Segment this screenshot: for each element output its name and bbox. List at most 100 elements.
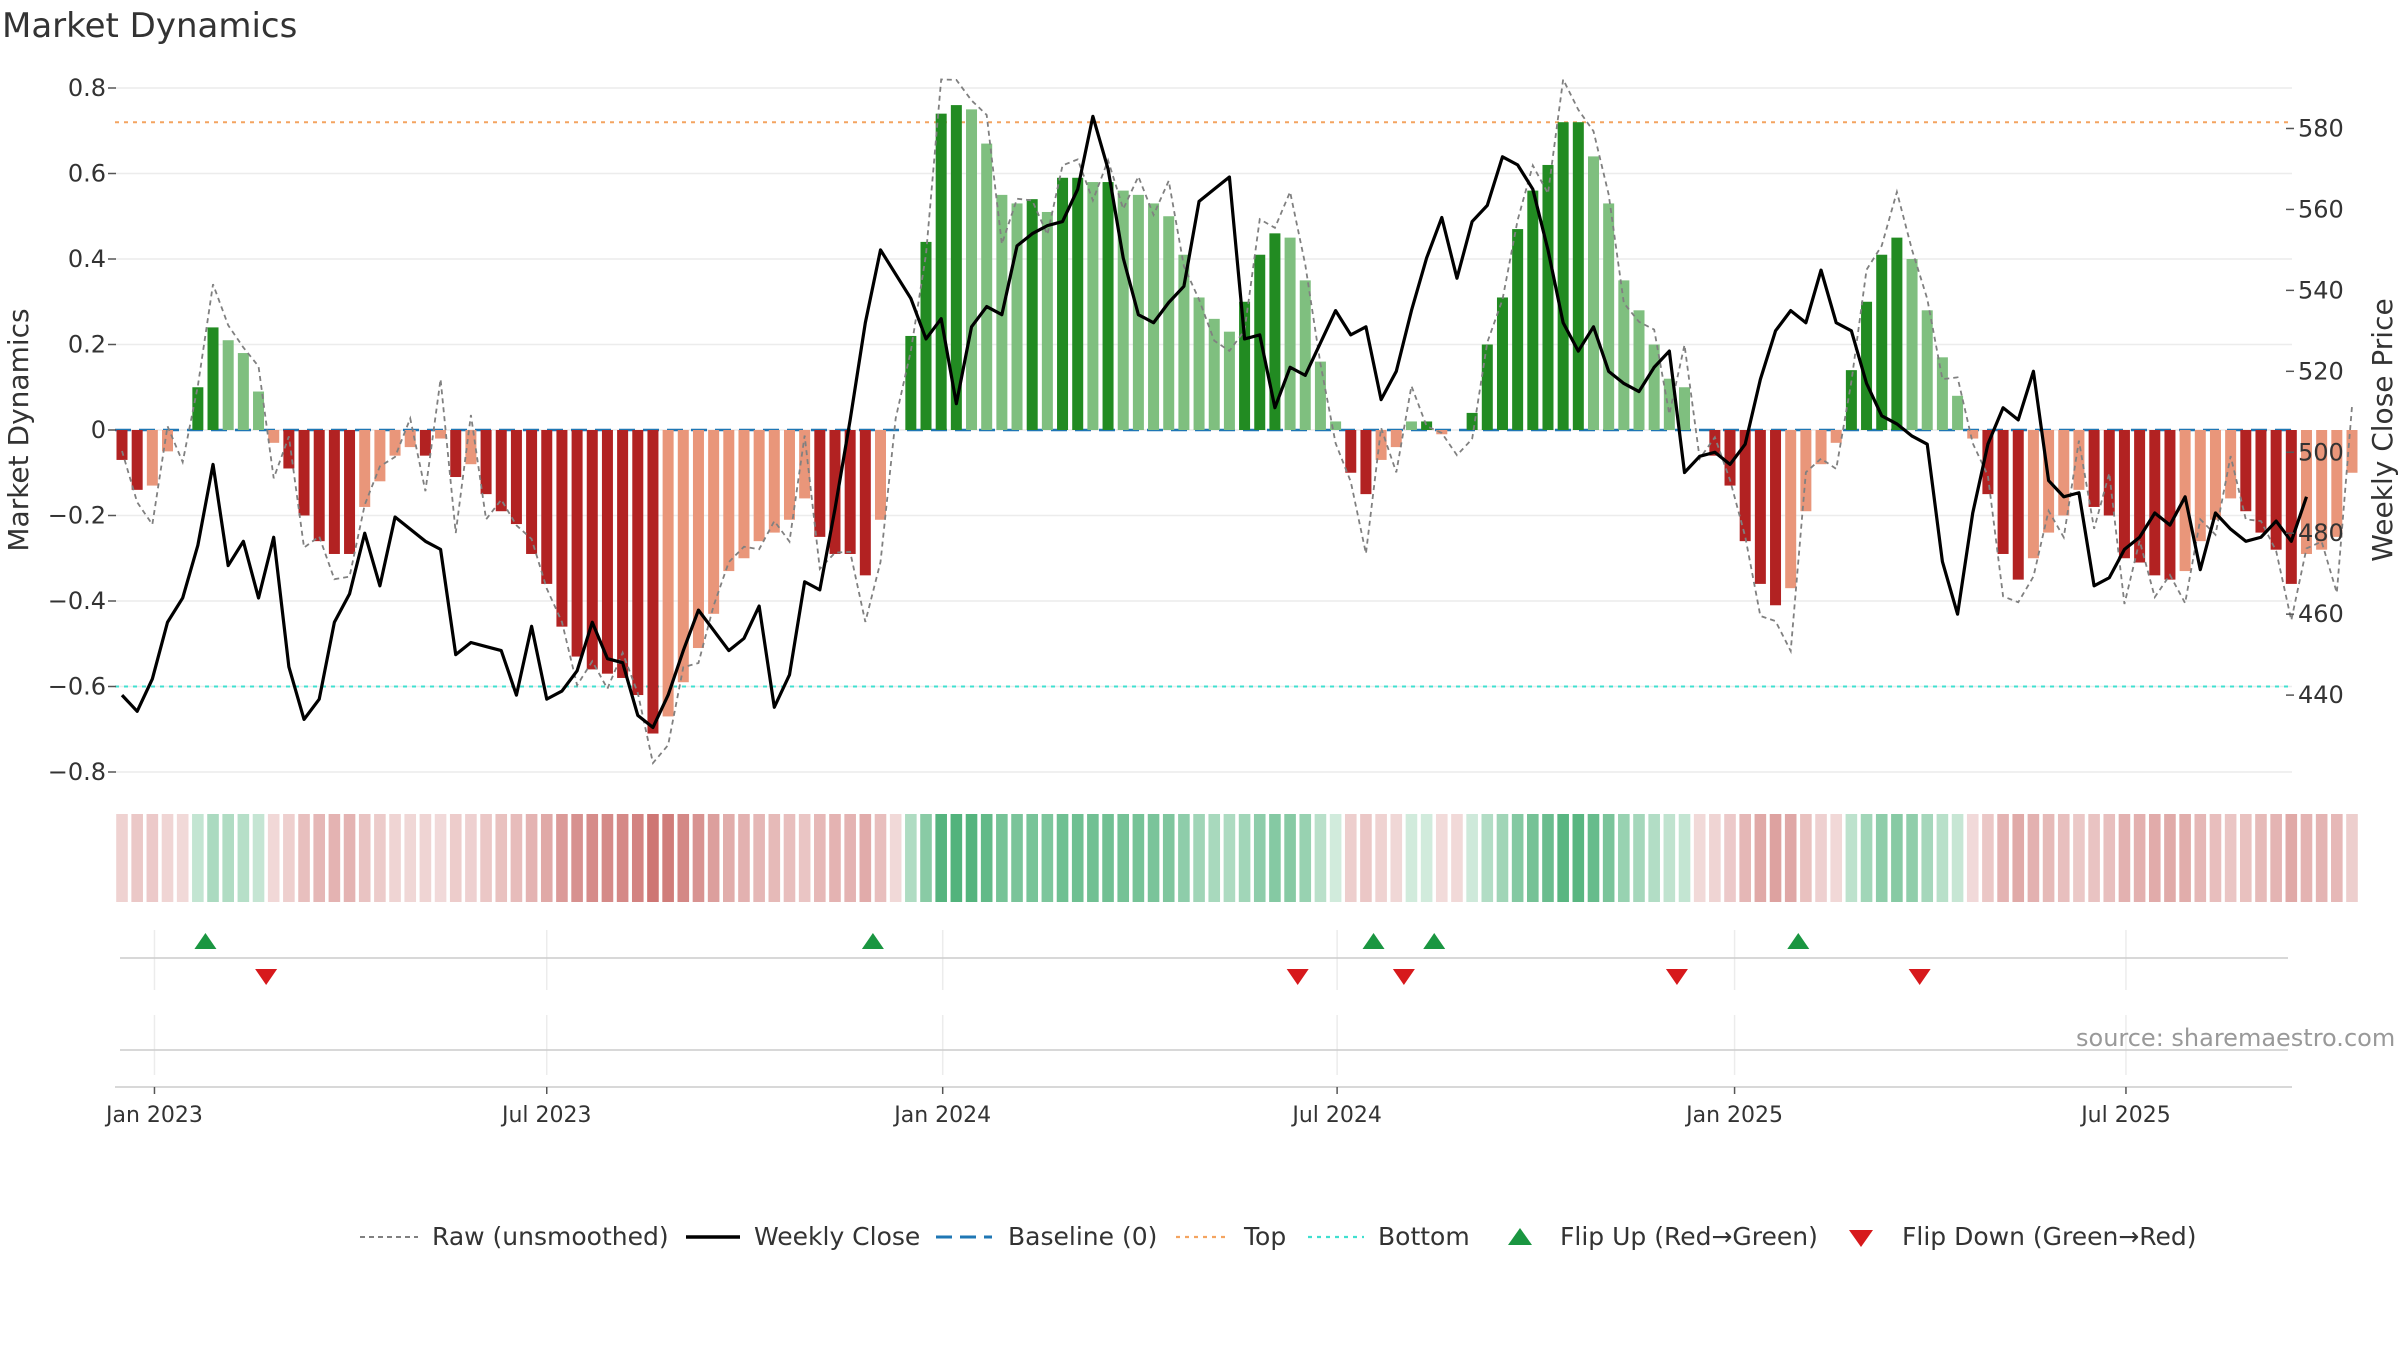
- regime-cell: [1102, 814, 1114, 902]
- regime-cell: [1830, 814, 1843, 902]
- regime-cell: [1891, 814, 1903, 902]
- dynamics-bar: [1982, 430, 1994, 495]
- regime-cell: [2148, 814, 2161, 902]
- regime-cell: [1466, 814, 1478, 902]
- y-tick-label-left: −0.4: [48, 587, 106, 615]
- regime-cell: [920, 814, 932, 902]
- dynamics-bar: [2073, 430, 2085, 490]
- regime-cell: [1587, 814, 1600, 902]
- regime-cell: [328, 814, 341, 902]
- dynamics-bar: [268, 430, 280, 443]
- dynamics-bar: [1314, 361, 1326, 430]
- flip-up-marker: [861, 933, 884, 949]
- weekly-close-line: [120, 114, 2308, 730]
- dynamics-bar: [1800, 430, 1812, 512]
- regime-cell: [844, 814, 856, 902]
- regime-cell: [1117, 814, 1130, 902]
- dynamics-bar: [1223, 331, 1235, 430]
- regime-cell: [389, 814, 401, 902]
- chart-title: Market Dynamics: [2, 6, 298, 46]
- regime-cell: [2224, 814, 2237, 902]
- regime-cell: [1800, 814, 1812, 902]
- flip-down-marker: [1908, 969, 1931, 985]
- regime-cell: [1253, 814, 1266, 902]
- dynamics-bar: [465, 430, 477, 465]
- regime-cell: [1087, 814, 1099, 902]
- dynamics-bar: [1269, 233, 1281, 430]
- regime-cell: [131, 814, 143, 902]
- regime-cell: [1269, 814, 1281, 902]
- regime-cell: [814, 814, 826, 902]
- regime-cell: [1693, 814, 1706, 902]
- dynamics-bar: [1633, 310, 1645, 430]
- regime-cell: [2103, 814, 2116, 902]
- regime-cell: [2315, 814, 2328, 902]
- dynamics-bar: [1967, 430, 1979, 439]
- dynamics-bar: [662, 430, 674, 717]
- y-tick-label-left: 0.4: [68, 245, 106, 273]
- dynamics-bar: [1618, 280, 1630, 430]
- regime-cell: [1602, 814, 1615, 902]
- legend-item-flip-up: Flip Up (Red→Green): [1508, 1222, 1818, 1251]
- raw-line: [121, 76, 2353, 766]
- dynamics-bar: [1239, 301, 1251, 430]
- dynamics-bar: [237, 353, 249, 430]
- regime-cell: [738, 814, 750, 902]
- regime-cell: [1572, 814, 1585, 902]
- dynamics-bar: [1527, 190, 1539, 430]
- dynamics-bar: [1163, 216, 1175, 430]
- regime-cell: [2073, 814, 2085, 902]
- y-tick-label-left: 0.2: [68, 331, 106, 359]
- dynamics-bar: [2300, 430, 2312, 554]
- dynamics-bar: [1603, 203, 1615, 430]
- dynamics-bar: [1041, 211, 1053, 430]
- legend-swatch: [1508, 1228, 1532, 1245]
- regime-cell: [1299, 814, 1312, 902]
- regime-cell: [950, 814, 963, 902]
- weekly-close-series: [120, 114, 2308, 730]
- x-tick-label: Jan 2025: [1684, 1103, 1783, 1128]
- regime-cell: [1071, 814, 1084, 902]
- regime-cell: [1633, 814, 1645, 902]
- regime-cell: [1709, 814, 1721, 902]
- dynamics-bar: [404, 430, 416, 448]
- dynamics-bar: [1906, 259, 1918, 430]
- regime-cell: [2300, 814, 2313, 902]
- dynamics-bar: [692, 430, 704, 649]
- dynamics-bar: [1724, 430, 1736, 486]
- dynamics-bar: [450, 430, 462, 478]
- dynamics-bar: [344, 430, 356, 554]
- regime-cell: [1966, 814, 1979, 902]
- dynamics-bar: [2164, 430, 2176, 580]
- dynamics-bar: [1072, 177, 1084, 430]
- regime-cell: [1147, 814, 1160, 902]
- dynamics-bar: [2088, 430, 2100, 507]
- regime-cell: [419, 814, 432, 902]
- regime-cell: [1344, 814, 1357, 902]
- dynamics-bar: [783, 430, 795, 520]
- regime-cell: [237, 814, 250, 902]
- dynamics-bar: [207, 327, 219, 430]
- dynamics-bar: [1815, 430, 1827, 465]
- regime-cell: [525, 814, 538, 902]
- y-tick-label-right: 460: [2298, 600, 2344, 628]
- dynamics-bar: [1284, 237, 1296, 430]
- regime-cell: [1011, 814, 1023, 902]
- dynamics-bar: [495, 430, 507, 512]
- regime-cell: [1238, 814, 1251, 902]
- regime-cell: [465, 814, 477, 902]
- flip-up-marker: [1423, 933, 1446, 949]
- regime-cell: [1481, 814, 1494, 902]
- legend-label: Raw (unsmoothed): [432, 1222, 669, 1251]
- dynamics-bar: [1572, 122, 1584, 430]
- regime-cell: [1860, 814, 1873, 902]
- regime-cell: [161, 814, 174, 902]
- regime-cell: [889, 814, 902, 902]
- regime-cell: [647, 814, 659, 902]
- dynamics-bar: [162, 430, 174, 452]
- dynamics-bar: [374, 430, 386, 482]
- y-tick-label-left: −0.8: [48, 758, 106, 786]
- x-tick-label: Jul 2025: [2079, 1103, 2171, 1128]
- regime-cell: [1435, 814, 1448, 902]
- dynamics-bar: [131, 430, 143, 490]
